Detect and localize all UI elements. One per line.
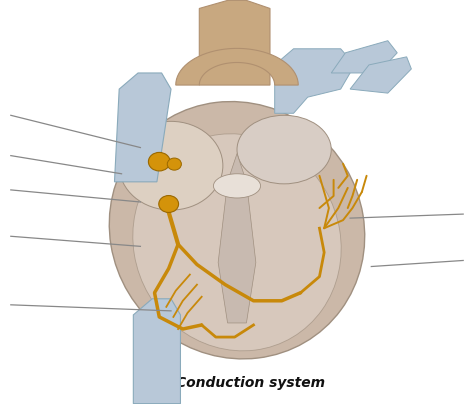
Circle shape — [167, 159, 182, 171]
Polygon shape — [350, 58, 411, 94]
Polygon shape — [218, 154, 256, 323]
Circle shape — [148, 153, 170, 172]
Polygon shape — [199, 1, 270, 86]
Circle shape — [159, 196, 179, 213]
Polygon shape — [331, 42, 397, 74]
Ellipse shape — [213, 174, 261, 198]
Ellipse shape — [119, 122, 223, 211]
Polygon shape — [115, 74, 171, 182]
Polygon shape — [275, 50, 355, 114]
Text: (a) Conduction system: (a) Conduction system — [149, 375, 325, 390]
Polygon shape — [133, 299, 181, 404]
Ellipse shape — [133, 134, 341, 351]
Ellipse shape — [109, 102, 365, 359]
Polygon shape — [176, 49, 298, 86]
Ellipse shape — [237, 116, 331, 184]
